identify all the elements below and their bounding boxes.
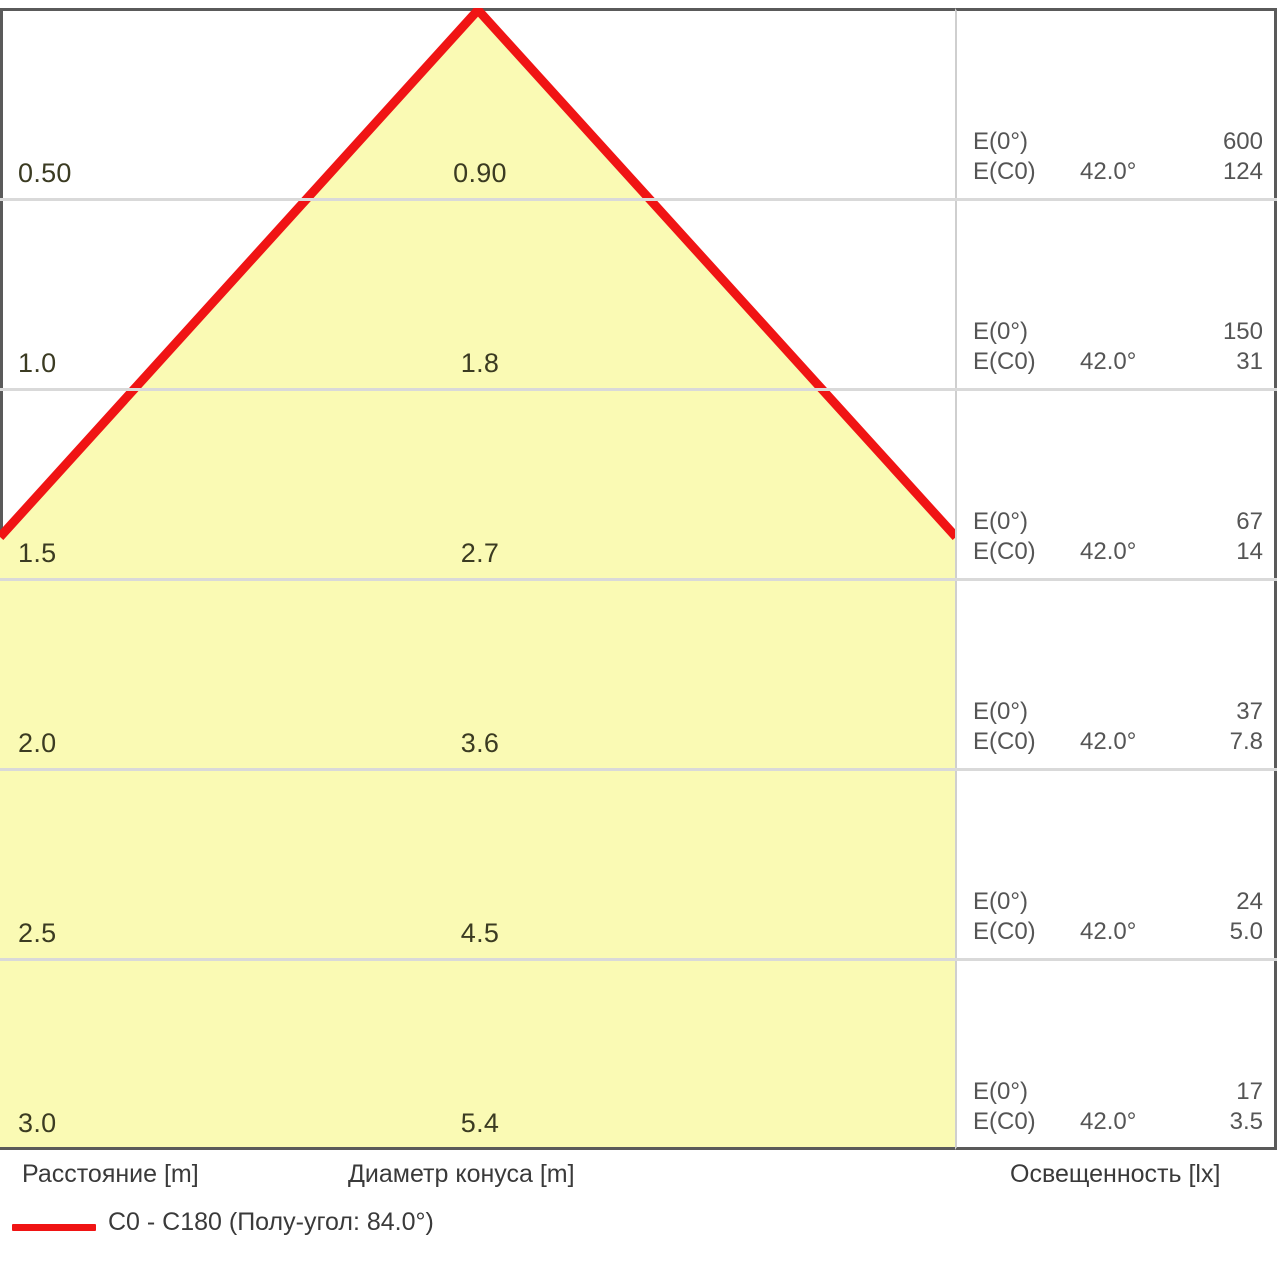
legend-label: C0 - C180 (Полу-угол: 84.0°)	[108, 1208, 434, 1236]
row-separator-right	[955, 768, 1277, 771]
illuminance-angle: 42.0°	[1080, 1108, 1137, 1135]
row-separator-right	[955, 388, 1277, 391]
cone-fill-polygon	[0, 8, 956, 1147]
axis-captions: Расстояние [m] Диаметр конуса [m] Освеще…	[0, 1160, 1280, 1200]
caption-diameter: Диаметр конуса [m]	[348, 1160, 575, 1188]
illuminance-row: E(C0) 42.0° 31	[955, 348, 1277, 378]
illuminance-value: 600	[1222, 128, 1263, 155]
illuminance-value: 3.5	[1229, 1108, 1263, 1135]
row-separator	[0, 578, 956, 581]
illuminance-key: E(C0)	[973, 538, 1036, 565]
illuminance-row: E(C0) 42.0° 3.5	[955, 1108, 1277, 1138]
illuminance-row: E(0°) 67	[955, 508, 1277, 538]
illuminance-angle: 42.0°	[1080, 918, 1137, 945]
diameter-label-1: 1.8	[460, 348, 500, 378]
illuminance-angle: 42.0°	[1080, 728, 1137, 755]
illuminance-value: 5.0	[1229, 918, 1263, 945]
illuminance-row: E(C0) 42.0° 5.0	[955, 918, 1277, 948]
distance-label-2: 1.5	[18, 538, 57, 568]
illuminance-row: E(C0) 42.0° 7.8	[955, 728, 1277, 758]
illuminance-value: 31	[1236, 348, 1263, 375]
illuminance-value: 67	[1236, 508, 1263, 535]
illuminance-key: E(0°)	[973, 888, 1028, 915]
illuminance-angle: 42.0°	[1080, 348, 1137, 375]
illuminance-value: 150	[1222, 318, 1263, 345]
legend: C0 - C180 (Полу-угол: 84.0°)	[0, 1208, 1280, 1254]
diameter-label-0: 0.90	[453, 158, 507, 188]
illuminance-row: E(0°) 150	[955, 318, 1277, 348]
illuminance-block-4: E(0°) 24 E(C0) 42.0° 5.0	[955, 888, 1277, 948]
illuminance-key: E(C0)	[973, 1108, 1036, 1135]
illuminance-key: E(0°)	[973, 318, 1028, 345]
row-separator-right	[955, 198, 1277, 201]
illuminance-angle: 42.0°	[1080, 158, 1137, 185]
illuminance-row: E(0°) 37	[955, 698, 1277, 728]
illuminance-row: E(0°) 600	[955, 128, 1277, 158]
row-separator-right	[955, 958, 1277, 961]
caption-illuminance: Освещенность [lx]	[1010, 1160, 1221, 1188]
legend-line-swatch	[12, 1224, 96, 1231]
illuminance-block-1: E(0°) 150 E(C0) 42.0° 31	[955, 318, 1277, 378]
illuminance-value: 7.8	[1229, 728, 1263, 755]
illuminance-block-0: E(0°) 600 E(C0) 42.0° 124	[955, 128, 1277, 188]
distance-label-1: 1.0	[18, 348, 57, 378]
illuminance-block-2: E(0°) 67 E(C0) 42.0° 14	[955, 508, 1277, 568]
row-separator	[0, 768, 956, 771]
row-separator	[0, 388, 956, 391]
diameter-label-4: 4.5	[460, 918, 500, 948]
illuminance-key: E(0°)	[973, 698, 1028, 725]
illuminance-row: E(0°) 17	[955, 1078, 1277, 1108]
illuminance-value: 17	[1236, 1078, 1263, 1105]
illuminance-row: E(0°) 24	[955, 888, 1277, 918]
illuminance-value: 37	[1236, 698, 1263, 725]
distance-label-3: 2.0	[18, 728, 57, 758]
row-separator	[0, 198, 956, 201]
illuminance-key: E(C0)	[973, 158, 1036, 185]
illuminance-key: E(0°)	[973, 128, 1028, 155]
caption-distance: Расстояние [m]	[22, 1160, 199, 1188]
illuminance-value: 24	[1236, 888, 1263, 915]
distance-label-4: 2.5	[18, 918, 57, 948]
illuminance-key: E(C0)	[973, 918, 1036, 945]
diameter-label-3: 3.6	[460, 728, 500, 758]
diameter-label-5: 5.4	[460, 1108, 500, 1138]
illuminance-key: E(C0)	[973, 728, 1036, 755]
illuminance-row: E(C0) 42.0° 124	[955, 158, 1277, 188]
illuminance-block-5: E(0°) 17 E(C0) 42.0° 3.5	[955, 1078, 1277, 1138]
illuminance-row: E(C0) 42.0° 14	[955, 538, 1277, 568]
illuminance-key: E(0°)	[973, 508, 1028, 535]
illuminance-key: E(C0)	[973, 348, 1036, 375]
illuminance-value: 14	[1236, 538, 1263, 565]
illuminance-angle: 42.0°	[1080, 538, 1137, 565]
row-separator	[0, 958, 956, 961]
illuminance-key: E(0°)	[973, 1078, 1028, 1105]
distance-label-0: 0.50	[18, 158, 72, 188]
beam-edge-line	[0, 8, 956, 541]
illuminance-block-3: E(0°) 37 E(C0) 42.0° 7.8	[955, 698, 1277, 758]
row-separator-right	[955, 578, 1277, 581]
diameter-label-2: 2.7	[460, 538, 500, 568]
illuminance-value: 124	[1222, 158, 1263, 185]
distance-label-5: 3.0	[18, 1108, 57, 1138]
beam-cone-graphic	[0, 8, 956, 1147]
